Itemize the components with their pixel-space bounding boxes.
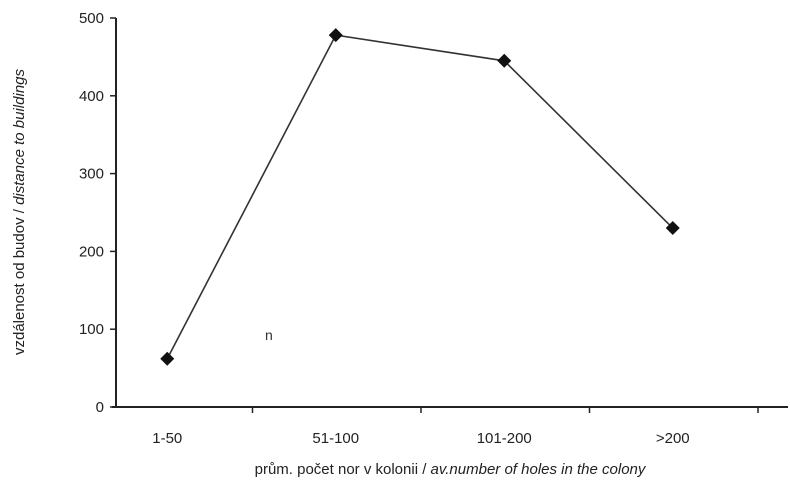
data-point-marker bbox=[328, 28, 343, 43]
data-point-marker bbox=[665, 221, 680, 236]
series-line bbox=[166, 34, 674, 360]
y-tick-label: 100 bbox=[79, 321, 104, 338]
y-tick-label: 200 bbox=[79, 243, 104, 260]
y-axis-title: vzdálenost od budov / distance to buildi… bbox=[11, 68, 28, 355]
x-axis-ticks: 1-50 51-100 101-200 >200 bbox=[152, 407, 759, 447]
y-tick-label: 300 bbox=[79, 166, 104, 183]
data-point-marker bbox=[497, 53, 512, 68]
x-tick-label: 1-50 bbox=[152, 430, 182, 447]
data-point-marker bbox=[160, 351, 175, 366]
series-group bbox=[160, 28, 680, 366]
x-tick-label: 101-200 bbox=[477, 430, 532, 447]
chart-annotation: n bbox=[265, 327, 273, 343]
y-tick-label: 400 bbox=[79, 88, 104, 105]
y-axis-ticks: 0 100 200 300 400 500 bbox=[79, 10, 116, 416]
y-tick-label: 500 bbox=[79, 10, 104, 27]
y-axis-title-czech: vzdálenost od budov / bbox=[11, 205, 28, 355]
x-axis-title-czech: prům. počet nor v kolonii / bbox=[255, 461, 431, 478]
x-axis-title: prům. počet nor v kolonii / av.number of… bbox=[255, 461, 647, 478]
x-tick-label: >200 bbox=[656, 430, 690, 447]
x-axis-title-english: av.number of holes in the colony bbox=[431, 461, 647, 478]
x-tick-label: 51-100 bbox=[312, 430, 359, 447]
y-tick-label: 0 bbox=[96, 399, 104, 416]
y-axis-title-english: distance to buildings bbox=[11, 68, 28, 204]
